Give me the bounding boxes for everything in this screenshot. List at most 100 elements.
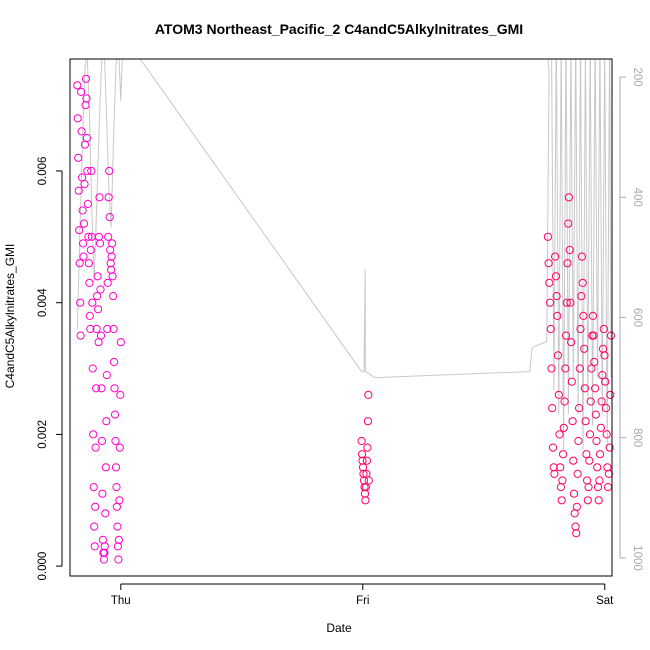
data-point — [602, 430, 611, 439]
data-point — [83, 199, 93, 208]
data-point — [98, 489, 107, 498]
data-point — [364, 390, 373, 399]
data-point — [576, 324, 585, 334]
data-point — [112, 483, 121, 492]
data-point — [94, 232, 104, 241]
data-point — [561, 331, 571, 340]
data-point — [556, 463, 565, 472]
data-point — [109, 357, 119, 367]
data-point — [585, 430, 595, 439]
data-point — [583, 496, 592, 505]
data-point — [565, 245, 574, 255]
data-point — [554, 390, 563, 399]
data-point — [79, 219, 89, 228]
data-point — [551, 252, 560, 261]
data-point — [606, 331, 616, 340]
data-point — [591, 410, 600, 419]
data-point — [103, 324, 112, 334]
data-point — [74, 153, 83, 162]
data-point — [115, 496, 124, 505]
y2-tick-label: 1000 — [631, 545, 643, 571]
data-point — [106, 259, 115, 268]
data-point — [93, 292, 102, 301]
data-point — [598, 371, 607, 380]
data-point — [606, 390, 615, 399]
x-tick-label: Sat — [596, 595, 614, 607]
data-point — [79, 239, 88, 248]
x-tick-label: Fri — [356, 595, 369, 607]
data-point — [110, 384, 119, 393]
data-point — [604, 469, 614, 478]
data-point — [361, 496, 370, 505]
data-point — [73, 81, 82, 90]
data-point — [577, 292, 586, 301]
data-point — [93, 272, 102, 281]
data-point — [86, 245, 95, 255]
data-point — [588, 311, 598, 320]
data-point — [107, 252, 116, 261]
data-point — [555, 430, 564, 439]
data-point — [92, 324, 101, 334]
data-point — [89, 430, 98, 439]
data-point — [575, 364, 584, 373]
x-tick-label: Thu — [111, 595, 131, 607]
data-point — [80, 180, 89, 189]
data-point — [82, 94, 91, 103]
data-point — [568, 417, 577, 426]
data-point — [586, 397, 595, 406]
data-point — [583, 476, 592, 485]
data-point — [84, 232, 93, 241]
data-point — [81, 74, 91, 83]
data-point — [569, 489, 579, 498]
data-point — [105, 213, 114, 222]
data-point — [601, 404, 611, 413]
data-point — [85, 311, 94, 320]
data-point — [108, 239, 117, 248]
data-point — [569, 456, 578, 465]
pressure-line-layer — [76, 59, 612, 450]
data-point — [582, 450, 591, 459]
y-tick-label: 0.002 — [37, 420, 49, 449]
y2-tick-label: 400 — [631, 188, 643, 207]
axes-layer: 0.000 0.002 0.004 0.006 Thu Fri Sat 200 400 600 80… — [37, 67, 643, 607]
data-point — [97, 436, 107, 446]
data-point — [116, 390, 125, 399]
data-point — [605, 443, 614, 452]
data-point — [599, 324, 608, 334]
data-point — [556, 483, 566, 492]
data-point — [98, 535, 108, 544]
data-point — [90, 522, 99, 531]
data-point — [103, 278, 112, 287]
data-point — [577, 252, 587, 261]
data-point — [100, 542, 109, 551]
data-point — [567, 377, 576, 386]
data-point — [558, 476, 567, 485]
data-point — [567, 338, 576, 347]
data-point — [111, 436, 120, 446]
chart-title: ATOM3 Northeast_Pacific_2 C4andC5Alkylni… — [155, 21, 523, 37]
data-point — [87, 166, 96, 176]
data-point — [548, 404, 557, 413]
data-point — [95, 239, 105, 248]
data-point — [83, 166, 92, 176]
data-point — [572, 502, 582, 511]
data-point — [358, 456, 367, 465]
data-point — [361, 483, 370, 492]
data-point — [575, 404, 584, 413]
data-point — [580, 384, 590, 393]
data-point — [592, 436, 601, 446]
y2-tick-label: 800 — [631, 428, 643, 447]
data-point — [557, 496, 566, 505]
data-point — [362, 456, 371, 465]
data-point — [86, 324, 95, 334]
data-point — [82, 133, 92, 143]
data-point — [546, 298, 555, 307]
data-point — [116, 338, 125, 347]
data-point — [549, 463, 558, 472]
data-point — [559, 450, 568, 459]
data-point — [104, 193, 113, 202]
data-point — [571, 522, 580, 531]
data-point — [359, 469, 368, 478]
data-point — [91, 443, 100, 452]
